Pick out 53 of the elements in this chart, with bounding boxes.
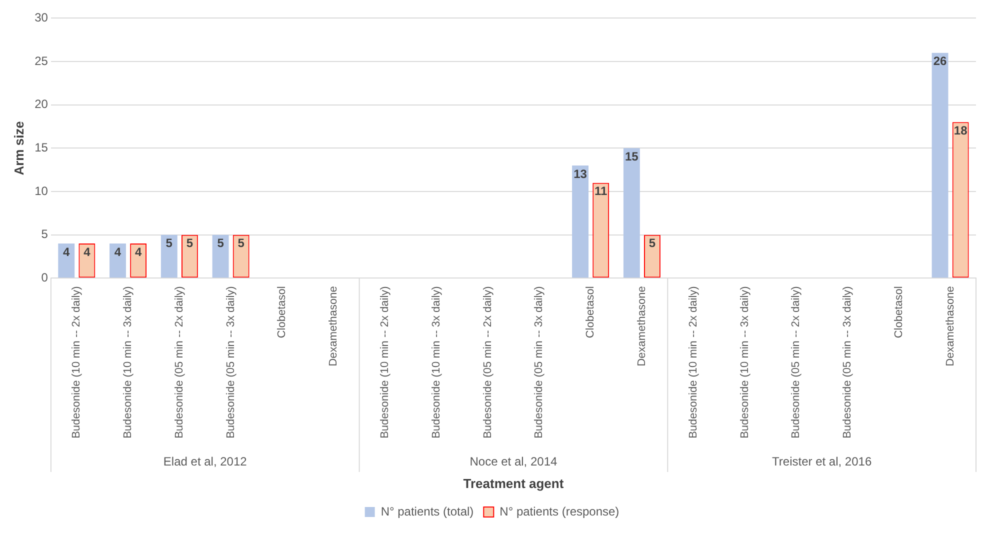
bar: [572, 166, 589, 278]
data-label: 4: [134, 244, 142, 259]
y-tick-label: 5: [41, 227, 48, 242]
legend-label: N° patients (response): [500, 504, 620, 518]
x-tick-label: Budesonide (10 min -- 2x daily): [379, 286, 392, 438]
x-tick-label: Dexamethasone: [328, 286, 340, 366]
bar: [623, 148, 640, 278]
data-label: 5: [648, 236, 656, 250]
data-label: 18: [954, 123, 968, 138]
text: Noce et al, 2014: [470, 454, 558, 468]
x-tick-label: Budesonide (10 min -- 3x daily): [430, 286, 442, 438]
bar: [110, 244, 126, 278]
y-tick-label: 25: [34, 54, 48, 68]
x-tick-label: Dexamethasone: [944, 286, 956, 366]
y-tick-label: 0: [41, 270, 48, 284]
data-label: 4: [114, 244, 122, 259]
x-tick-label: Budesonide (10 min -- 3x daily): [738, 286, 751, 438]
x-tick-label: Clobetasol: [584, 286, 597, 338]
x-tick-label: Budesonide (05 min -- 2x daily): [173, 286, 186, 438]
y-axis-title: Arm size: [11, 121, 26, 176]
x-tick-label: Budesonide (10 min -- 3x daily): [122, 286, 134, 438]
x-axis-title: Treatment agent: [463, 476, 564, 491]
bar: [58, 244, 75, 278]
text: Treister et al, 2016: [772, 454, 872, 468]
x-tick-label: Budesonide (05 min -- 3x daily): [224, 286, 237, 438]
text: Elad et al, 2012: [163, 454, 248, 468]
x-tick-label: Budesonide (05 min -- 3x daily): [533, 286, 546, 438]
x-tick-label: Budesonide (05 min -- 2x daily): [482, 286, 494, 438]
y-tick-label: 30: [34, 10, 48, 25]
data-label: 5: [217, 236, 224, 250]
data-label: 4: [84, 244, 91, 259]
bar: [932, 52, 948, 278]
x-tick-label: Budesonide (05 min -- 3x daily): [842, 286, 854, 438]
bar: [212, 234, 229, 278]
data-label: 26: [933, 54, 948, 68]
x-tick-label: Budesonide (05 min -- 2x daily): [790, 286, 802, 438]
data-label: 15: [624, 149, 639, 164]
data-label: 13: [574, 166, 588, 181]
data-label: 5: [238, 236, 245, 250]
bar: [160, 234, 178, 278]
y-tick-label: 20: [34, 97, 48, 112]
y-tick-label: 10: [34, 184, 48, 198]
legend-label: N° patients (total): [380, 504, 474, 518]
y-tick-label: 15: [34, 140, 48, 154]
x-tick-label: Clobetasol: [892, 286, 905, 338]
x-tick-label: Dexamethasone: [636, 286, 648, 366]
x-tick-label: Budesonide (10 min -- 2x daily): [70, 286, 83, 438]
data-label: 11: [594, 184, 608, 198]
data-label: 5: [166, 236, 173, 250]
data-label: 4: [63, 244, 70, 259]
x-tick-label: Clobetasol: [276, 286, 288, 338]
data-label: 5: [186, 236, 194, 250]
x-tick-label: Budesonide (10 min -- 2x daily): [687, 286, 700, 438]
